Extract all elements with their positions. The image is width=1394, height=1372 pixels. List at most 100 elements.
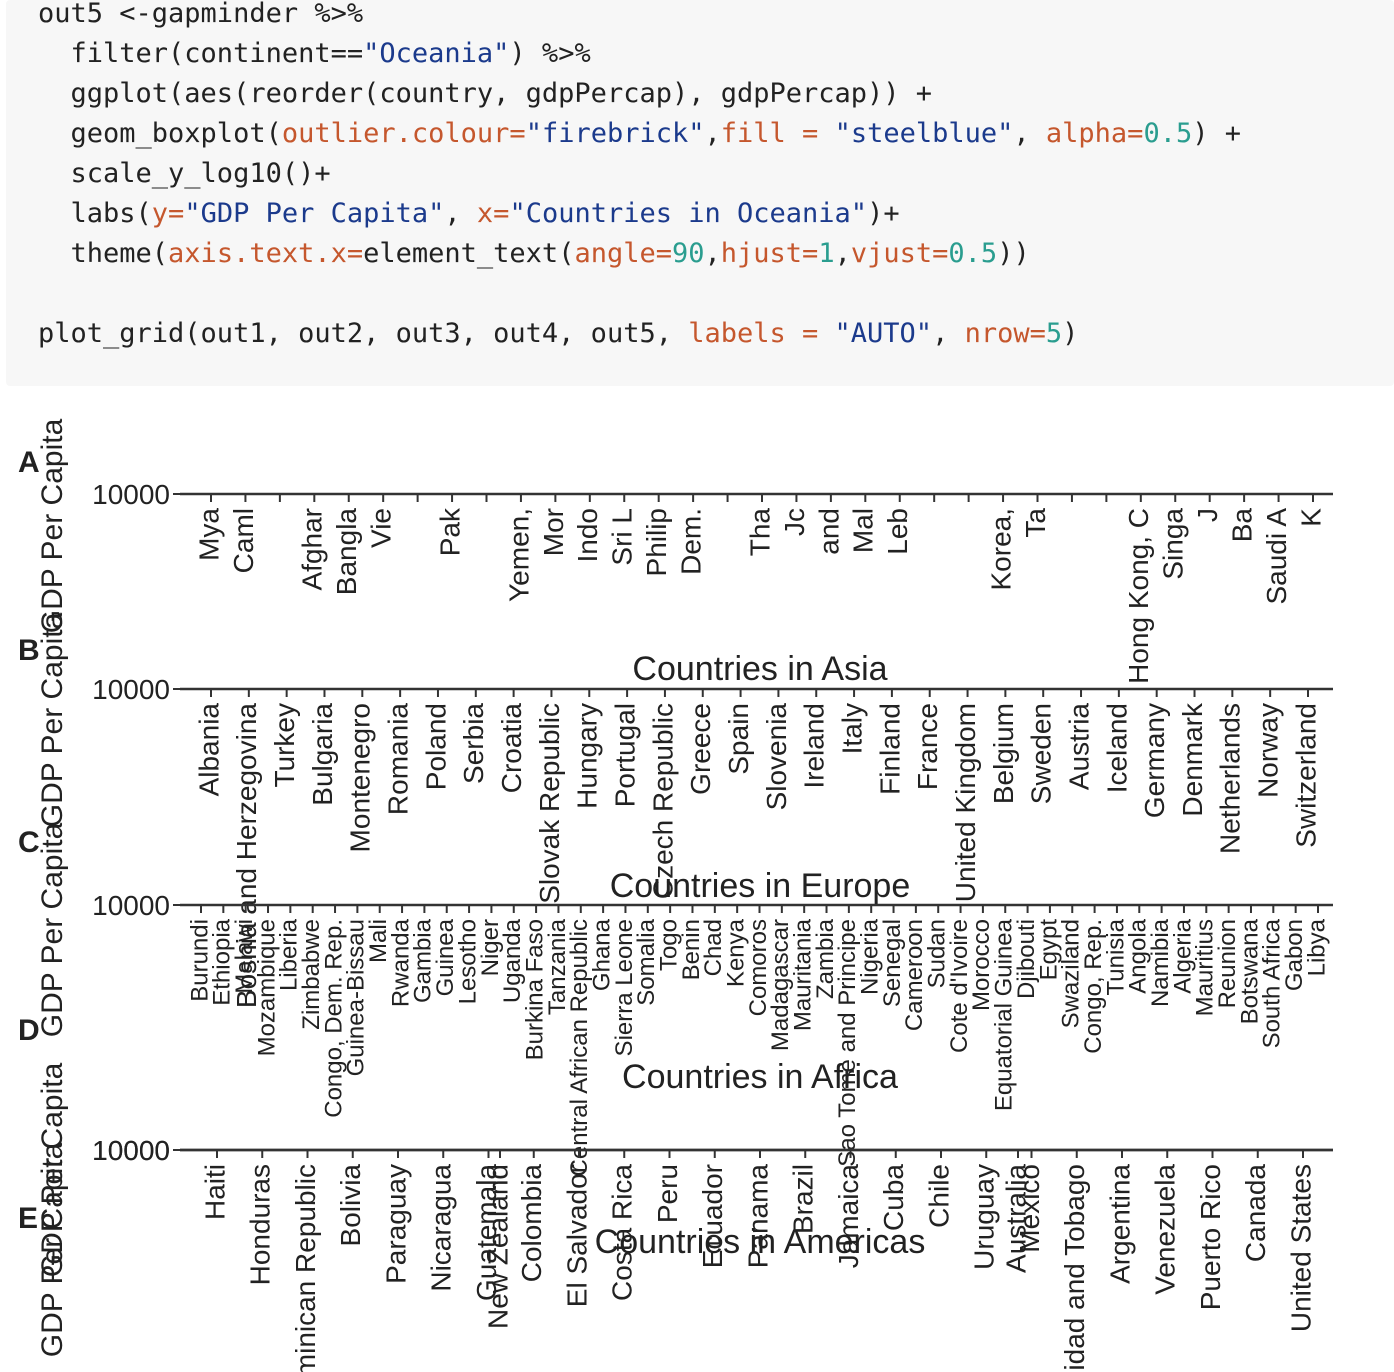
x-tick-label: Denmark	[1177, 702, 1208, 817]
code-token: outlier.colour=	[281, 118, 526, 149]
x-tick-label: Tha	[744, 508, 775, 557]
x-tick-label: Burundi	[186, 919, 213, 1002]
code-token: labs(	[38, 198, 152, 229]
x-tick-label: South Africa	[1259, 918, 1286, 1048]
x-tick-label: Finland	[874, 703, 905, 795]
code-token: ,	[932, 318, 965, 349]
x-tick-label: Albania	[193, 703, 224, 797]
code-token: theme(	[38, 238, 169, 269]
x-tick-label: Jamaica	[833, 1164, 864, 1269]
x-tick-label: Philip	[641, 508, 672, 576]
x-tick-label: New Zealand	[482, 1164, 513, 1329]
x-tick-label: Congo, Dem. Rep.	[320, 919, 347, 1118]
x-tick-label: Mor	[538, 508, 569, 556]
code-token: 5	[1045, 318, 1063, 349]
x-tick-label: Djibouti	[1013, 919, 1040, 999]
y-tick-label: 10000	[92, 1135, 170, 1166]
code-line: geom_boxplot(outlier.colour="firebrick",…	[38, 118, 1242, 149]
x-tick-label: Tunisia	[1102, 918, 1129, 995]
code-token: )	[1062, 318, 1079, 349]
code-token: vjust=	[850, 238, 949, 269]
x-tick-label: Netherlands	[1215, 703, 1246, 854]
code-token: 1	[818, 238, 835, 269]
x-tick-label: Korea,	[985, 508, 1016, 591]
code-line: theme(axis.text.x=element_text(angle=90,…	[38, 238, 1030, 269]
x-tick-label: Mauritius	[1192, 919, 1219, 1016]
x-tick-label: Colombia	[516, 1164, 547, 1283]
x-tick-label: Czech Republic	[647, 703, 678, 899]
code-text: out5 <-gapminder %>% filter(continent== "…	[38, 0, 1241, 354]
x-tick-label: Yemen,	[503, 508, 534, 602]
x-tick-label: Afghar	[297, 508, 328, 591]
code-token: "steelblue"	[834, 118, 1014, 149]
y-tick-label: 10000	[92, 479, 170, 510]
code-line: ggplot(aes(reorder(country, gdpPercap), …	[38, 78, 933, 109]
x-tick-label: Togo	[655, 919, 682, 971]
x-tick-label: Sierra Leone	[611, 919, 638, 1056]
x-tick-label: Angola	[1125, 918, 1152, 993]
x-tick-label: Zimbabwe	[298, 919, 325, 1030]
x-tick-label: Tanzania	[544, 918, 571, 1015]
code-token: "Countries in Oceania"	[509, 198, 868, 229]
x-tick-label: Comoros	[745, 919, 772, 1016]
x-tick-label: Ta	[1020, 508, 1051, 538]
x-tick-label: Gabon	[1281, 919, 1308, 991]
x-tick-label: Haiti	[199, 1164, 230, 1220]
x-tick-label: Ba	[1227, 508, 1258, 543]
x-tick-label: Sri L	[607, 508, 638, 566]
x-tick-label: Hong Kong, C	[1123, 508, 1154, 684]
panel-label: C	[18, 826, 40, 859]
y-axis-label: GDP Per Capita	[36, 1062, 69, 1277]
x-tick-label: Honduras	[245, 1164, 276, 1285]
x-tick-label: Guinea	[432, 918, 459, 996]
panel-label: A	[18, 446, 40, 479]
code-token: )+	[867, 198, 900, 229]
x-tick-label: Niger	[477, 919, 504, 976]
code-line: out5 <-gapminder %>%	[38, 0, 363, 29]
panel-label: B	[18, 634, 40, 667]
panel-label: E	[18, 1202, 38, 1235]
x-tick-label: Swaziland	[1058, 919, 1085, 1028]
x-tick-label: Uganda	[499, 918, 526, 1003]
x-tick-label: Croatia	[496, 703, 527, 794]
code-token: ) %>%	[509, 38, 591, 69]
x-tick-label: Norway	[1253, 703, 1284, 798]
x-tick-label: Greece	[685, 703, 716, 795]
x-tick-label: Singa	[1158, 508, 1189, 580]
x-tick-label: Kenya	[723, 918, 750, 987]
x-tick-label: Mauritania	[790, 918, 817, 1031]
x-tick-label: Austria	[1063, 703, 1094, 791]
code-token: filter(continent==	[38, 38, 364, 69]
x-tick-label: Ethiopia	[209, 918, 236, 1005]
x-tick-label: United Kingdom	[950, 703, 981, 902]
y-axis-label: GDP Per Capita	[36, 418, 69, 633]
x-tick-label: Lesotho	[454, 919, 481, 1004]
x-tick-label: Switzerland	[1290, 703, 1321, 848]
x-tick-label: Indo	[572, 508, 603, 563]
code-token: "AUTO"	[834, 318, 933, 349]
x-tick-label: Brazil	[788, 1164, 819, 1234]
x-tick-label: Mozambique	[253, 919, 280, 1056]
x-tick-label: Chile	[923, 1164, 954, 1228]
code-token: alpha=	[1045, 118, 1144, 149]
x-tick-label: Namibia	[1147, 918, 1174, 1007]
code-token: element_text(	[363, 238, 575, 269]
x-tick-label: Mal	[848, 508, 879, 553]
x-tick-label: Slovenia	[761, 703, 792, 811]
x-tick-label: Egypt	[1035, 919, 1062, 981]
x-tick-label: Cote d'Ivoire	[946, 919, 973, 1053]
x-tick-label: United States	[1285, 1164, 1316, 1332]
x-tick-label: Belgium	[988, 703, 1019, 804]
panel-label: D	[18, 1014, 40, 1047]
x-tick-label: Nicaragua	[426, 1164, 457, 1292]
code-token: 0.5	[948, 238, 998, 269]
x-tick-label: Algeria	[1169, 918, 1196, 993]
x-tick-label: Chad	[700, 919, 727, 976]
code-line: labs(y="GDP Per Capita", x="Countries in…	[38, 198, 900, 229]
x-tick-label: Gambia	[410, 918, 437, 1003]
x-tick-label: J	[1192, 508, 1223, 522]
code-token: scale_y_log10()+	[38, 158, 331, 189]
code-token: nrow=	[964, 318, 1046, 349]
x-tick-label: Italy	[836, 703, 867, 754]
